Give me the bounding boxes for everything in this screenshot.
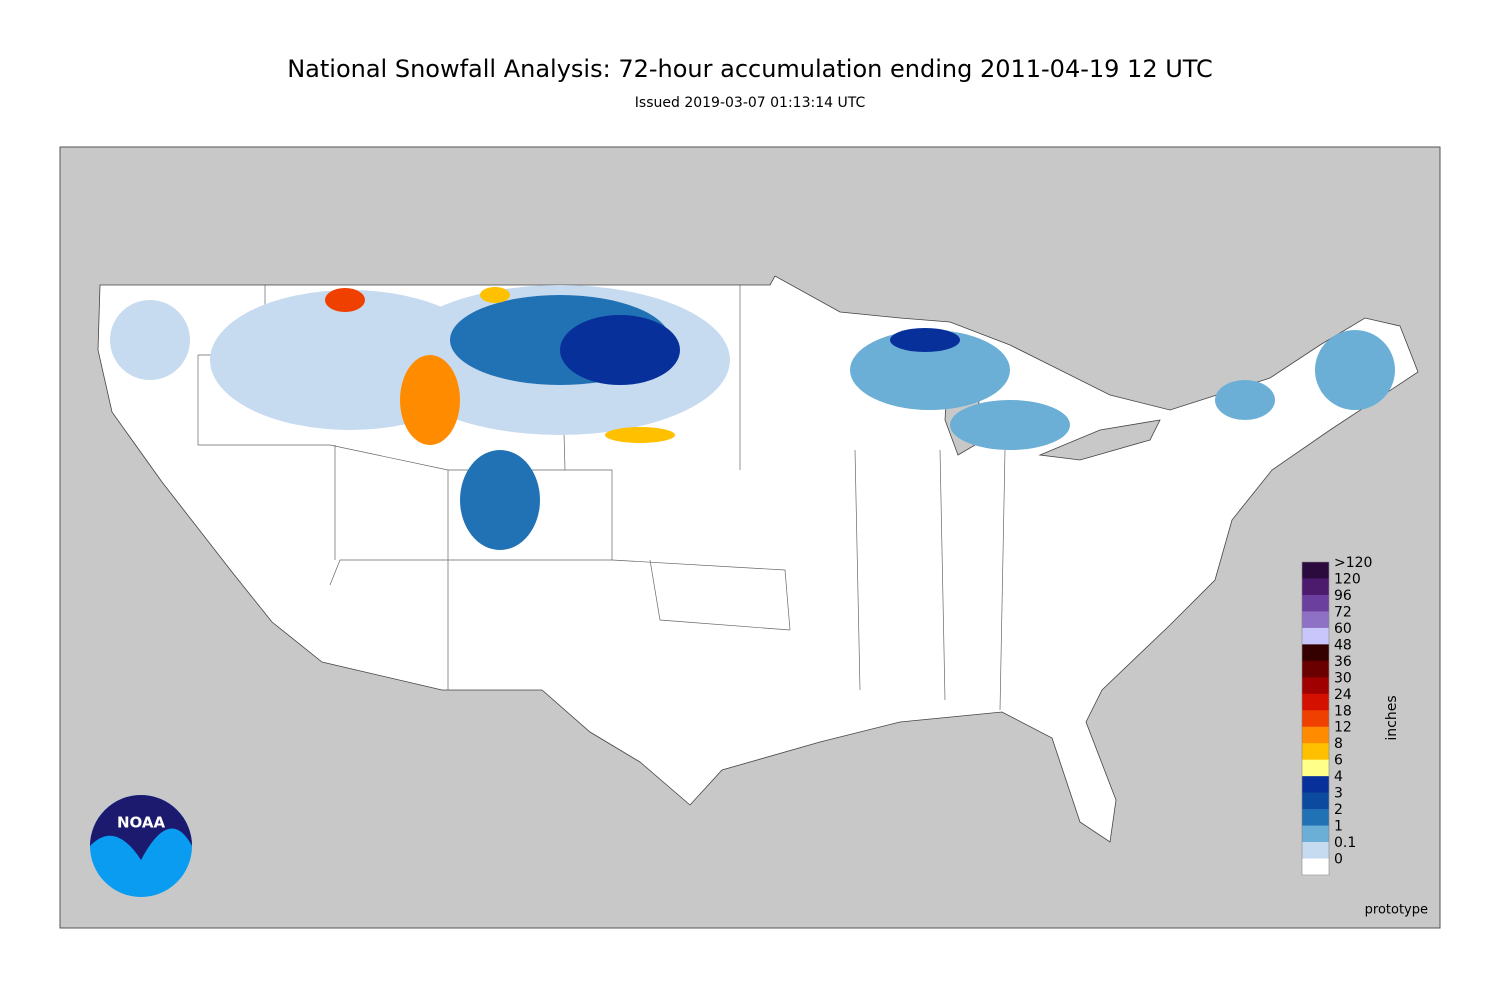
legend-label: 0 [1334,852,1343,868]
map [59,146,1441,929]
legend-label: 3 [1334,786,1343,802]
legend-label: 12 [1334,720,1352,736]
logo-top [90,795,192,860]
legend-label: 30 [1334,670,1352,686]
legend-swatch [1302,627,1329,645]
legend-label: 60 [1334,621,1352,637]
noaa-logo: NOAA [90,795,192,897]
legend-label: 36 [1334,654,1352,670]
legend-label: 6 [1334,753,1343,769]
legend-swatch [1302,743,1329,760]
legend-label: 24 [1334,687,1352,703]
legend-label: 72 [1334,604,1352,620]
legend-label: >120 [1334,555,1372,571]
snow-areas [110,285,1395,550]
legend-swatch [1302,578,1329,596]
title: National Snowfall Analysis: 72-hour accu… [287,55,1213,83]
legend-swatch [1302,611,1329,629]
subtitle: Issued 2019-03-07 01:13:14 UTC [635,95,866,111]
footnote: prototype [1365,903,1428,918]
legend-swatch [1302,710,1329,728]
legend-label: 4 [1334,769,1343,785]
legend-swatch [1302,809,1329,826]
legend-label: 96 [1334,588,1352,604]
legend-label: 120 [1334,571,1361,587]
legend-swatch [1302,562,1329,579]
legend-label: 18 [1334,703,1352,719]
legend-swatch [1302,644,1329,662]
legend-label: 8 [1334,736,1343,752]
legend-swatch [1302,660,1329,678]
legend-label: 48 [1334,637,1352,653]
legend-label: 2 [1334,802,1343,818]
legend-label: 1 [1334,819,1343,835]
legend-label: 0.1 [1334,835,1356,851]
legend-swatch [1302,858,1329,876]
legend-swatch [1302,677,1329,695]
legend-unit: inches [1384,695,1400,740]
legend-swatch [1302,594,1329,612]
lake [1038,419,1161,461]
legend-swatch [1302,693,1329,711]
legend-swatch [1302,842,1329,859]
legend-swatch [1302,792,1329,810]
legend-border [1301,561,1330,876]
legend-swatch [1302,825,1329,843]
legend-swatch [1302,726,1329,744]
logo-text: NOAA [117,814,166,832]
legend-swatch [1302,776,1329,793]
legend-swatch [1302,759,1329,777]
